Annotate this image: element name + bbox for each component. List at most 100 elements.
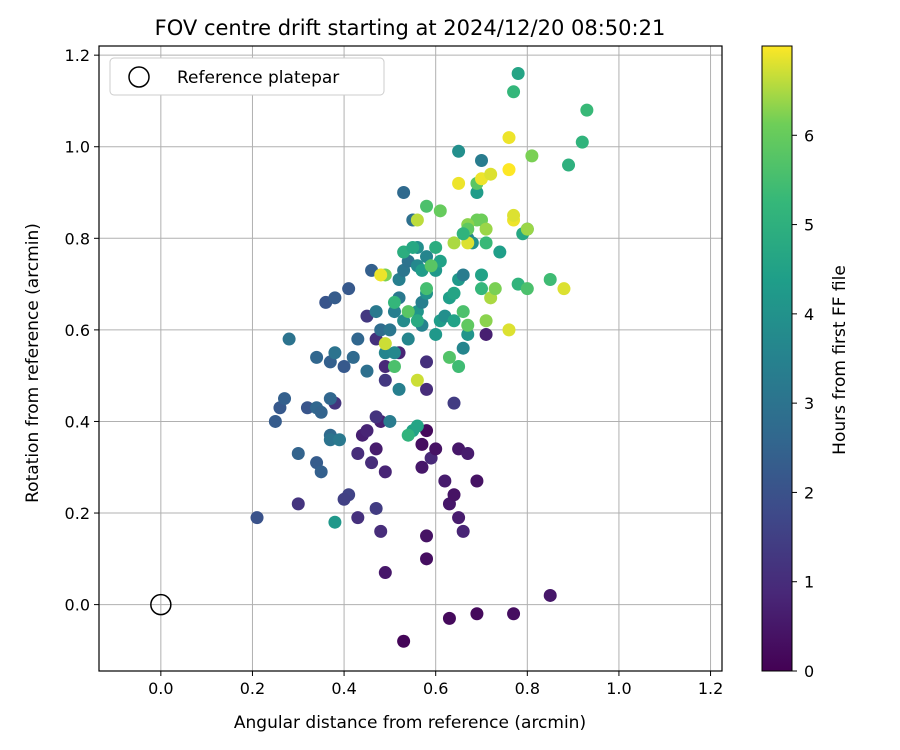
reference-platepar-point [150,593,172,616]
data-point [360,364,374,378]
x-tick-label: 0.0 [148,679,173,698]
data-point [475,282,489,296]
y-tick-label: 0.6 [65,321,90,340]
data-point [378,465,392,479]
data-point [378,337,392,351]
data-point [410,314,424,328]
data-point [475,153,489,167]
data-point [374,268,388,282]
y-tick-label: 0.2 [65,504,90,523]
data-point [392,382,406,396]
data-point [456,268,470,282]
data-point [438,474,452,488]
data-point [442,611,456,625]
legend: Reference platepar [109,57,385,96]
y-tick-label: 1.2 [65,46,90,65]
x-tick-label: 1.2 [698,679,723,698]
colorbar: 0 1 2 3 4 5 6 Hours from first FF file [761,45,850,681]
data-point [328,346,342,360]
y-tick-label: 1.0 [65,138,90,157]
data-point [300,401,314,415]
data-point [557,282,571,296]
data-point [374,323,388,337]
colorbar-tick-label: 1 [804,573,814,592]
data-point [342,282,356,296]
data-point [461,447,475,461]
y-tick-label: 0.4 [65,412,90,431]
grid-lines [99,46,722,671]
data-point [346,350,360,364]
x-axis-label: Angular distance from reference (arcmin) [234,713,586,733]
data-point [507,607,521,621]
data-point [387,346,401,360]
data-point [433,204,447,218]
data-point [328,291,342,305]
data-point [378,373,392,387]
data-point [447,314,461,328]
colorbar-tick-label: 0 [804,662,814,681]
data-point [314,465,328,479]
data-point [456,305,470,319]
colorbar-gradient [761,45,793,672]
data-point [520,222,534,236]
data-point [387,305,401,319]
data-point [369,410,383,424]
data-point [351,332,365,346]
data-point [493,245,507,259]
data-point [378,346,392,360]
data-point [332,433,346,447]
data-point [369,442,383,456]
plot-frame [98,45,723,672]
legend-marker-icon [128,66,150,88]
data-point [525,149,539,163]
data-point [452,360,466,374]
data-point [415,460,429,474]
data-point [470,607,484,621]
data-point [365,456,379,470]
y-tick-label: 0.0 [65,596,90,615]
data-point [429,240,443,254]
data-point [488,282,502,296]
data-point [323,392,337,406]
data-point [511,66,525,80]
data-point [575,135,589,149]
data-point [387,295,401,309]
data-point [479,236,493,250]
reference-marker [150,593,172,616]
data-point [461,318,475,332]
y-tick-label: 0.8 [65,229,90,248]
data-point [580,103,594,117]
data-point [507,85,521,99]
x-tick-label: 0.6 [423,679,448,698]
data-point [410,373,424,387]
y-axis-ticks: 0.0 0.2 0.4 0.6 0.8 1.0 1.2 [65,46,99,615]
data-point [420,282,434,296]
data-point [291,447,305,461]
x-tick-label: 0.8 [515,679,540,698]
data-point [452,176,466,190]
data-point [429,442,443,456]
x-tick-label: 0.4 [331,679,356,698]
colorbar-tick-label: 2 [804,483,814,502]
data-point [397,186,411,200]
data-point [369,305,383,319]
data-point [278,392,292,406]
data-point [406,240,420,254]
data-point [420,552,434,566]
data-point [314,405,328,419]
data-point [452,144,466,158]
data-point [378,360,392,374]
data-point [401,332,415,346]
data-point [429,327,443,341]
data-point [447,286,461,300]
data-point [328,515,342,529]
data-point [447,488,461,502]
data-point [310,350,324,364]
data-point [543,588,557,602]
scatter-points [250,66,594,648]
data-point [387,360,401,374]
x-axis-ticks: 0.0 0.2 0.4 0.6 0.8 1.0 1.2 [148,671,723,698]
data-point [562,158,576,172]
legend-box [109,57,385,96]
